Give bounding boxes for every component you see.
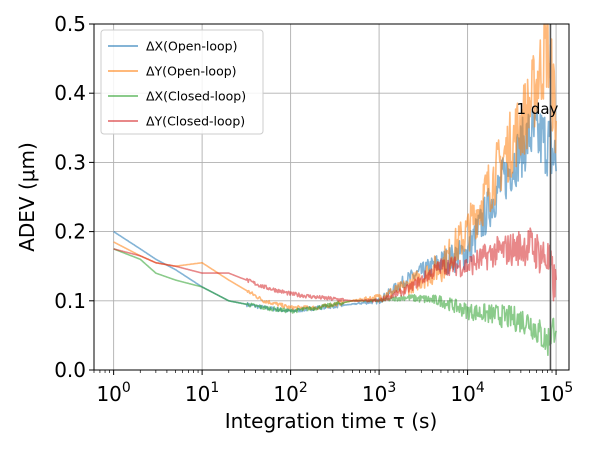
x-tick-label: 102 xyxy=(273,380,307,406)
legend-label: ΔX(Closed-loop) xyxy=(146,89,246,104)
x-tick-label: 101 xyxy=(185,380,219,406)
legend-label: ΔY(Open-loop) xyxy=(146,64,237,79)
series-line xyxy=(113,227,557,303)
one-day-label: 1 day xyxy=(517,100,559,118)
x-tick-label: 103 xyxy=(362,380,396,406)
legend-label: ΔY(Closed-loop) xyxy=(146,114,245,129)
legend-box xyxy=(100,29,264,135)
legend-label: ΔX(Open-loop) xyxy=(146,39,237,54)
y-tick-label: 0.1 xyxy=(54,289,86,313)
y-tick-label: 0.4 xyxy=(54,81,86,105)
series-line xyxy=(113,248,557,356)
ticks xyxy=(89,23,557,375)
y-tick-label: 0.3 xyxy=(54,150,86,174)
tick-labels: 0.0 0.1 0.2 0.3 0.4 0.5 100 101 102 103 104 105 xyxy=(54,12,573,406)
y-tick-label: 0.2 xyxy=(54,220,86,244)
x-axis-label: Integration time τ (s) xyxy=(225,409,438,433)
plot-frame xyxy=(93,23,570,371)
y-tick-label: 0.5 xyxy=(54,12,86,36)
x-tick-label: 104 xyxy=(450,380,484,406)
y-tick-label: 0.0 xyxy=(54,358,86,382)
legend: ΔX(Open-loop) ΔY(Open-loop) ΔX(Closed-loop… xyxy=(100,29,264,135)
x-tick-label: 105 xyxy=(539,380,573,406)
series-layer xyxy=(113,23,557,356)
x-tick-label: 100 xyxy=(96,380,130,406)
y-axis-label: ADEV (μm) xyxy=(15,142,39,252)
